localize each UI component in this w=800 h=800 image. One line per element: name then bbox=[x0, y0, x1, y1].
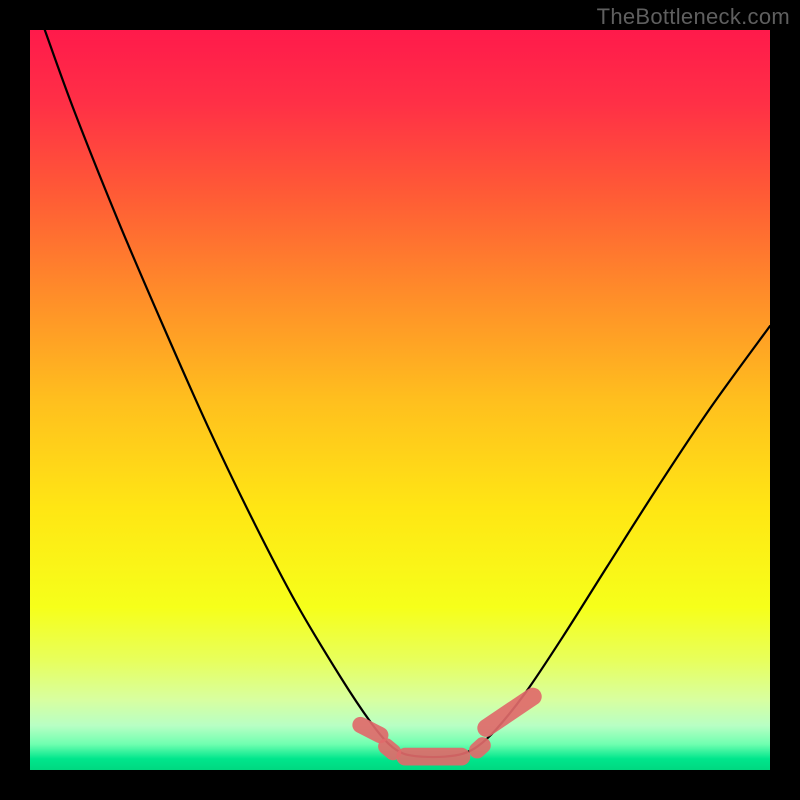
plot-area bbox=[30, 30, 770, 770]
highlight-marker bbox=[396, 748, 470, 766]
watermark-text: TheBottleneck.com bbox=[597, 4, 790, 30]
figure-root: TheBottleneck.com bbox=[0, 0, 800, 800]
gradient-background bbox=[30, 30, 770, 770]
plot-svg bbox=[30, 30, 770, 770]
